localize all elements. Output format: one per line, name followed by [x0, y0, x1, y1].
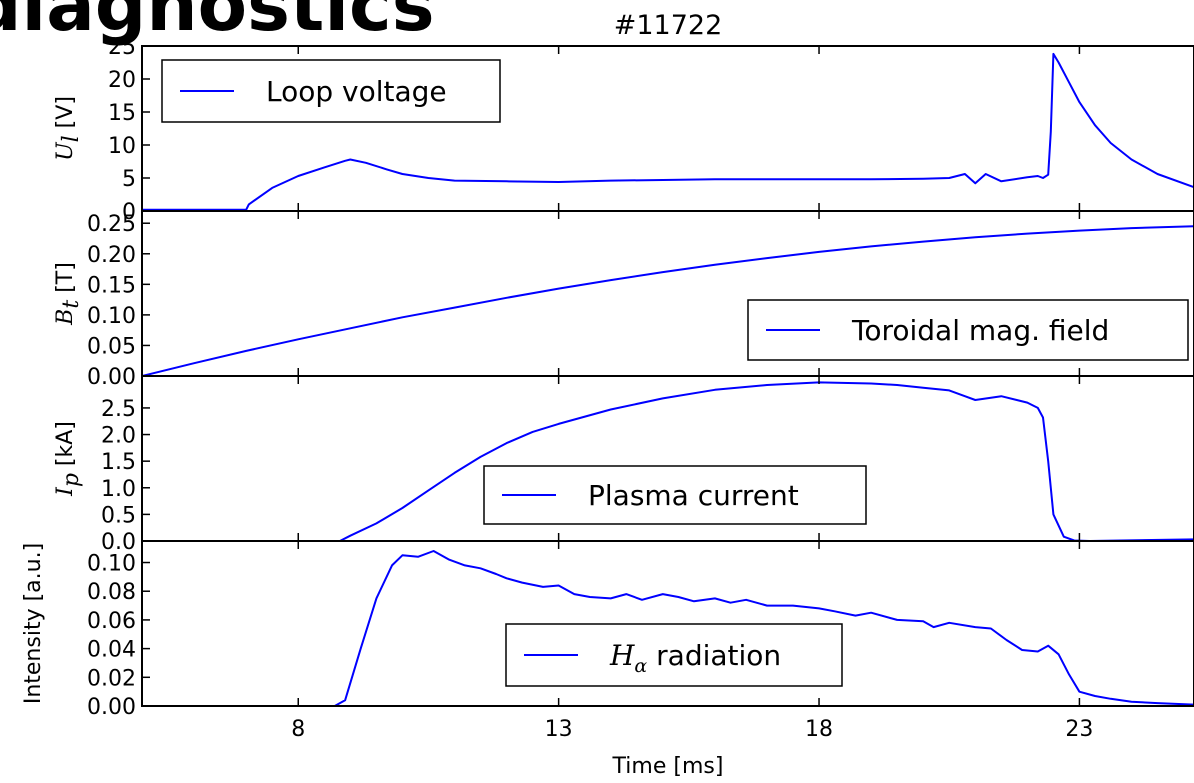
series-line-4 [142, 550, 1194, 706]
y-tick-label: 0.20 [87, 243, 136, 268]
legend-3: Plasma current [483, 465, 867, 525]
legend-1: Loop voltage [161, 59, 501, 123]
legend-label: Loop voltage [266, 75, 447, 108]
y-tick-label: 15 [108, 101, 136, 126]
series-line-1 [142, 52, 1194, 211]
y-tick-label: 0.02 [87, 666, 136, 691]
x-tick-label: 8 [291, 717, 305, 742]
legend-label: Toroidal mag. field [851, 314, 1109, 347]
panels-group: 0 5 10 15 20 25 Ul [V] Loop voltage 0.00 0.05 0.10… [21, 35, 1194, 742]
y-tick-label: 20 [108, 68, 136, 93]
y-tick-label: 0.08 [87, 580, 136, 605]
panel-3: 0.00.51.01.52.02.5 Ip [kA] Plasma current [53, 375, 1194, 555]
y-tick-label: 0.0 [101, 530, 136, 555]
shot-number: #11722 [614, 10, 723, 41]
axes-frame [141, 540, 1194, 707]
y-axis-label-1: Ul [V] [53, 96, 84, 161]
y-tick-label: 0.05 [87, 334, 136, 359]
y-tick-label: 2.5 [101, 397, 136, 422]
y-tick-label: 0.04 [87, 638, 136, 663]
legend-label: Plasma current [588, 479, 799, 512]
y-tick-label: 1.5 [101, 450, 136, 475]
y-tick-label: 0.00 [87, 365, 136, 390]
legend-box [747, 299, 1189, 361]
y-tick-label: 1.0 [101, 477, 136, 502]
series-line-2 [142, 225, 1194, 376]
x-tick-label: 13 [545, 717, 573, 742]
panel-1: 0 5 10 15 20 25 Ul [V] Loop voltage [53, 35, 1194, 225]
panel-4: 0.00 0.02 0.04 0.06 0.08 0.10 Intensity [a.u.]… [21, 540, 1194, 720]
legend-label: Hα radiation [609, 639, 781, 677]
x-tick-label: 23 [1065, 717, 1093, 742]
y-tick-label: 0.25 [87, 212, 136, 237]
x-tick-label: 18 [805, 717, 833, 742]
y-axis-label-3: Ip [kA] [53, 421, 84, 497]
x-axis-label: Time [ms] [612, 754, 724, 779]
legend-2: Toroidal mag. field [747, 299, 1189, 361]
y-axis-label-4: Intensity [a.u.] [21, 543, 46, 704]
y-tick-label: 2.0 [101, 424, 136, 449]
legend-4: Hα radiation [505, 623, 843, 687]
y-tick-label: 0.10 [87, 304, 136, 329]
y-tick-label: 0.15 [87, 273, 136, 298]
y-tick-label: 10 [108, 134, 136, 159]
y-tick-label: 0.06 [87, 609, 136, 634]
y-axis-label-2: Bt [T] [53, 262, 84, 326]
y-tick-label: 0.00 [87, 695, 136, 720]
y-tick-label: 5 [122, 167, 136, 192]
figure-title: diagnostics [0, 0, 435, 47]
y-tick-label: 0.10 [87, 552, 136, 577]
y-tick-label: 25 [108, 35, 136, 60]
y-tick-label: 0.5 [101, 503, 136, 528]
y-tick-label: 0 [122, 200, 136, 225]
